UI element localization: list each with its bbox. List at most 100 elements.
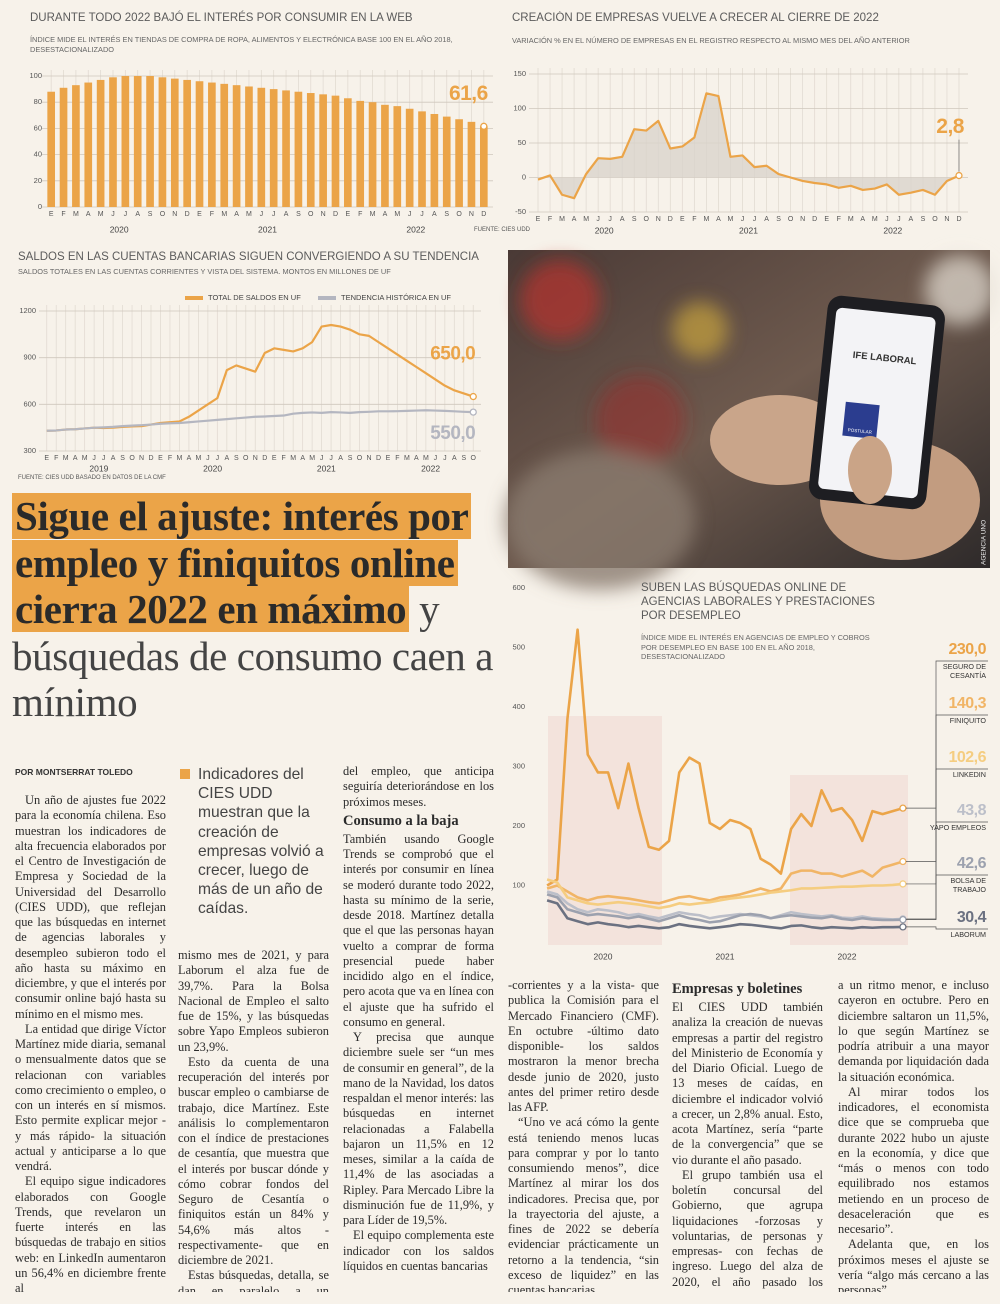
x-tick-label: J (897, 216, 901, 223)
end-dot (899, 857, 907, 866)
x-tick-label: N (800, 216, 805, 223)
x-tick-label: F (210, 211, 214, 218)
headline-rest: y búsquedas de consumo caen a mínimo (12, 586, 494, 725)
x-tick-label: E (49, 211, 54, 218)
x-tick-label: J (272, 211, 276, 218)
bar (183, 79, 191, 207)
x-tick-label: A (414, 455, 419, 462)
x-tick-label: A (284, 211, 289, 218)
bar (331, 95, 340, 207)
bar (467, 121, 476, 207)
x-tick-label: E (386, 455, 391, 462)
subhead: Consumo a la baja (343, 812, 459, 829)
line (46, 323, 474, 432)
x-tick-label: J (320, 455, 324, 462)
bar (96, 79, 105, 207)
x-tick-label: S (348, 455, 353, 462)
chart-subtitle: ÍNDICE MIDE EL INTERÉS EN TIENDAS DE COM… (30, 35, 453, 54)
x-tick-label: F (395, 455, 399, 462)
x-tick-label: O (471, 455, 477, 462)
x-tick-label: J (608, 216, 612, 223)
button-label: POSTULAR (848, 427, 873, 435)
year-label: 2022 (421, 463, 440, 473)
headline-highlight: Sigue el ajuste: interés por empleo y fi… (12, 493, 472, 632)
x-tick-label: M (703, 216, 709, 223)
byline: POR MONTSERRAT TOLEDO (15, 767, 133, 777)
photo-blur (505, 255, 995, 590)
x-tick-label: J (596, 216, 600, 223)
x-tick-label: A (73, 455, 78, 462)
x-tick-label: M (221, 211, 227, 218)
x-tick-label: A (764, 216, 769, 223)
x-tick-label: E (824, 216, 829, 223)
year-label: 2020 (594, 951, 613, 961)
text-column: a un ritmo menor, e incluso cayeron en o… (838, 978, 989, 1292)
bar (158, 77, 167, 207)
paragraph: Esto da cuenta de una recuperación del i… (178, 1054, 329, 1267)
y-tick-label: 600 (23, 399, 36, 408)
photo: IFE LABORAL POSTULAR AGENCIA UNO (505, 250, 995, 590)
x-tick-label: E (158, 455, 163, 462)
end-dot (899, 916, 907, 924)
text-column: del empleo, que anticipa seguiría deteri… (343, 764, 494, 1292)
y-tick-label: 300 (23, 446, 36, 455)
paragraph: El equipo sigue indicadores elaborados c… (15, 1174, 166, 1292)
x-tick-label: M (423, 455, 429, 462)
x-tick-label: M (195, 455, 201, 462)
paragraph: Adelanta que, en los próximos meses el a… (838, 1237, 989, 1292)
x-tick-label: J (206, 455, 210, 462)
bar (121, 76, 130, 207)
bar (306, 93, 315, 207)
bar (84, 82, 93, 207)
y-tick-label: 0 (522, 172, 526, 181)
bar (405, 108, 414, 207)
year-label: 2020 (595, 225, 614, 235)
y-tick-label: 50 (518, 138, 526, 147)
bar (146, 76, 154, 207)
x-tick-label: O (788, 216, 794, 223)
x-tick-label: F (358, 211, 362, 218)
x-tick-label: O (243, 455, 249, 462)
text-column: -corrientes y a la vista- que publica la… (508, 978, 659, 1292)
leader-line (905, 874, 988, 921)
paragraph: Un año de ajustes fue 2022 para la econo… (15, 793, 166, 1021)
y-tick-label: 300 (512, 761, 525, 770)
subhead: Empresas y boletines (672, 981, 803, 997)
bar (195, 81, 204, 207)
paragraph: El CIES UDD también analiza la creación … (672, 1000, 823, 1167)
y-tick-label: 100 (513, 103, 526, 112)
paragraph: Al mirar todos los indicadores, el econo… (838, 1084, 989, 1236)
series-label: LABORUM (950, 930, 986, 939)
x-tick-label: J (111, 211, 115, 218)
x-tick-label: N (172, 211, 177, 218)
line (537, 92, 960, 200)
x-tick-label: S (148, 211, 153, 218)
year-label: 2022 (406, 224, 425, 234)
x-tick-label: M (246, 211, 252, 218)
y-tick-label: 60 (34, 123, 42, 132)
y-tick-label: 80 (34, 97, 42, 106)
x-tick-label: N (139, 455, 144, 462)
x-tick-label: S (776, 216, 781, 223)
paragraph: También usando Google Trends se comprobó… (343, 831, 494, 1029)
x-tick-label: S (444, 211, 449, 218)
x-tick-label: D (185, 211, 190, 218)
year-label: 2021 (258, 224, 277, 234)
text-column: Un año de ajustes fue 2022 para la econo… (15, 793, 166, 1292)
headline: Sigue el ajuste: interés por empleo y fi… (12, 493, 497, 726)
end-dot (899, 804, 907, 812)
bar (418, 111, 426, 207)
chart-source: FUENTE: CIES UDD BASADO EN DATOS DE LA C… (18, 475, 166, 481)
chart-title: CREACIÓN DE EMPRESAS VUELVE A CRECER AL … (512, 12, 879, 24)
series-label: YAPO EMPLEOS (929, 823, 986, 832)
year-label: 2020 (110, 224, 129, 234)
text-column: mismo mes de 2021, y para Laborum el alz… (178, 948, 329, 1292)
bar (344, 98, 352, 207)
y-tick-label: 200 (512, 821, 525, 830)
y-tick-label: 500 (512, 642, 525, 651)
paragraph: El equipo complementa este indicador con… (343, 1228, 494, 1273)
legend-label: TOTAL DE SALDOS EN UF (208, 293, 301, 302)
x-tick-label: E (346, 211, 351, 218)
x-tick-label: N (469, 211, 474, 218)
x-tick-label: J (443, 455, 447, 462)
